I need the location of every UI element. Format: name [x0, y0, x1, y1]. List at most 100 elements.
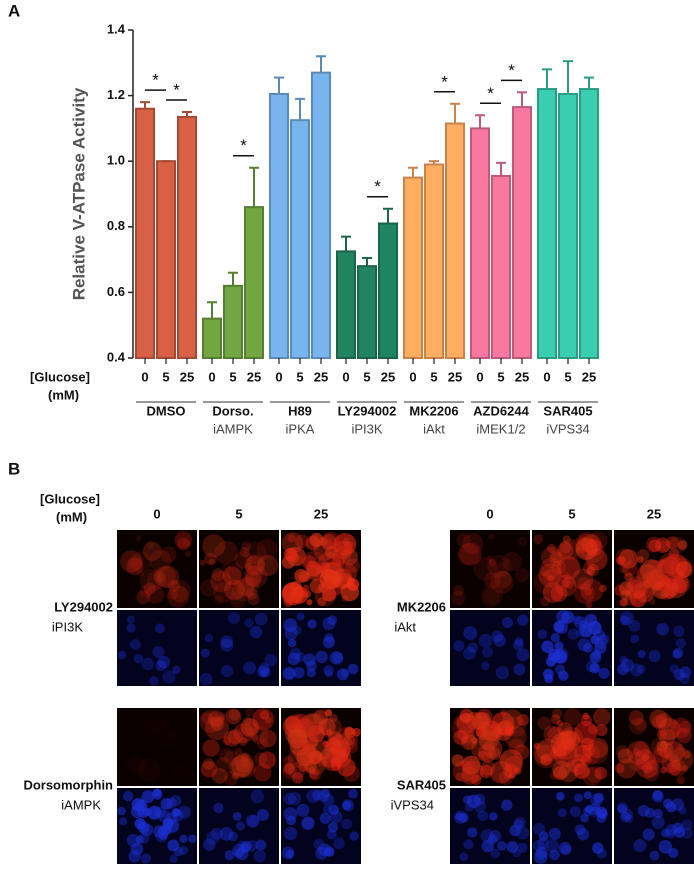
texture	[245, 587, 258, 600]
texture	[642, 586, 654, 598]
texture	[482, 583, 504, 605]
texture	[325, 709, 333, 717]
drug-target: iPI3K	[52, 619, 83, 634]
nucleus	[283, 667, 295, 680]
texture	[345, 558, 361, 573]
texture	[219, 748, 234, 763]
nucleus	[258, 663, 270, 675]
texture	[127, 555, 143, 571]
texture	[139, 569, 163, 592]
texture	[153, 570, 166, 583]
texture	[542, 582, 564, 603]
nucleus	[509, 824, 521, 837]
texture	[541, 546, 563, 569]
drug-target: iAMPK	[61, 797, 101, 812]
column-label: 0	[153, 506, 160, 521]
texture	[514, 567, 530, 583]
nucleus	[589, 663, 601, 674]
texture	[461, 755, 481, 775]
nucleus	[514, 637, 524, 646]
texture	[319, 569, 340, 590]
texture	[629, 717, 647, 735]
group-target: iMEK1/2	[476, 421, 525, 436]
nucleus	[637, 804, 650, 817]
texture	[142, 541, 162, 561]
texture	[306, 599, 313, 606]
texture	[504, 558, 511, 565]
nucleus	[633, 839, 647, 853]
nucleus	[259, 669, 268, 678]
drug-target: iAkt	[394, 619, 416, 634]
nucleus	[342, 799, 355, 812]
texture	[549, 549, 566, 567]
texture	[330, 760, 342, 771]
nucleus	[158, 830, 169, 841]
nucleus	[232, 811, 242, 821]
texture	[661, 579, 679, 597]
nucleus	[257, 665, 269, 678]
texture	[563, 572, 571, 579]
nucleus	[117, 806, 126, 816]
column-label: 5	[568, 506, 575, 521]
bar	[244, 206, 264, 359]
texture	[586, 766, 604, 783]
x-tick-label: 25	[247, 369, 261, 384]
texture	[224, 579, 245, 601]
texture	[303, 573, 311, 581]
bar	[378, 222, 398, 359]
nucleus	[220, 638, 234, 652]
nucleus	[481, 839, 495, 853]
nucleus	[596, 813, 607, 823]
nucleus	[548, 827, 561, 840]
texture	[479, 764, 493, 779]
nucleus	[141, 657, 154, 671]
nucleus	[117, 650, 127, 660]
nucleus	[322, 636, 335, 649]
micrograph-red	[199, 708, 279, 786]
texture	[483, 572, 501, 589]
texture	[284, 722, 300, 738]
nucleus	[306, 789, 320, 804]
group-target: iAkt	[423, 421, 445, 436]
bar	[403, 176, 423, 359]
nucleus	[256, 808, 269, 822]
texture	[229, 591, 246, 608]
nucleus	[336, 668, 349, 681]
micrograph-blue	[199, 610, 279, 686]
texture	[321, 561, 345, 585]
nucleus	[574, 824, 586, 836]
texture	[451, 754, 464, 767]
nucleus	[620, 658, 635, 673]
texture	[588, 531, 608, 550]
x-tick-label: 25	[180, 369, 194, 384]
nucleus	[490, 848, 501, 859]
nucleus	[220, 665, 234, 678]
nucleus	[637, 649, 646, 659]
nucleus	[663, 798, 673, 809]
nucleus	[306, 668, 316, 678]
texture	[199, 709, 222, 733]
texture	[244, 565, 263, 585]
nucleus	[293, 666, 305, 679]
nucleus	[550, 633, 560, 643]
texture	[471, 737, 478, 744]
texture	[313, 570, 321, 578]
texture	[476, 708, 493, 725]
texture	[666, 577, 678, 590]
texture	[222, 563, 231, 572]
texture	[214, 540, 238, 565]
texture	[580, 754, 592, 765]
texture	[672, 575, 691, 594]
nucleus	[628, 619, 641, 632]
nucleus	[592, 842, 604, 854]
texture	[560, 729, 577, 746]
texture	[649, 709, 668, 728]
texture	[319, 570, 335, 586]
bar	[336, 250, 356, 359]
texture	[668, 719, 678, 729]
texture	[636, 549, 650, 562]
texture	[593, 708, 611, 726]
texture	[553, 766, 568, 781]
y-tick-label: 0.4	[107, 349, 126, 364]
nucleus	[333, 837, 345, 850]
